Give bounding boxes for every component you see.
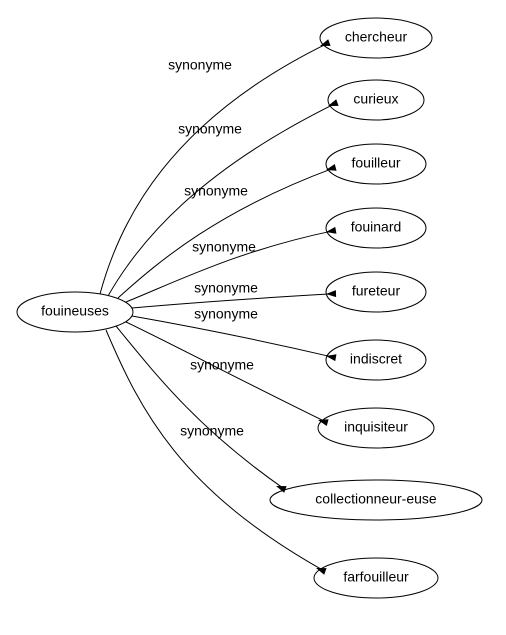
target-node-5: indiscret xyxy=(326,340,426,380)
target-node-4-label: fureteur xyxy=(352,283,401,299)
edge-5-label: synonyme xyxy=(194,306,258,322)
edge-7-label: synonyme xyxy=(180,423,244,439)
source-node: fouineuses xyxy=(17,292,133,332)
target-node-5-label: indiscret xyxy=(350,351,402,367)
edge-0-label: synonyme xyxy=(168,57,232,73)
target-node-4: fureteur xyxy=(326,272,426,312)
source-node-label: fouineuses xyxy=(41,303,109,319)
edge-4: synonyme xyxy=(132,280,336,308)
target-node-6: inquisiteur xyxy=(318,408,434,448)
target-node-2-label: fouilleur xyxy=(351,155,400,171)
edge-5: synonyme xyxy=(132,306,336,361)
target-node-1-label: curieux xyxy=(353,91,398,107)
edge-2: synonyme xyxy=(118,164,337,298)
target-node-1: curieux xyxy=(328,80,424,120)
target-node-3: fouinard xyxy=(326,208,426,248)
target-node-7-label: collectionneur-euse xyxy=(315,491,437,507)
edge-3-label: synonyme xyxy=(192,239,256,255)
edge-7: synonyme xyxy=(116,326,287,493)
edge-2-label: synonyme xyxy=(184,183,248,199)
edges-layer: synonyme synonyme synonyme synonyme synonyme… xyxy=(100,39,339,574)
target-node-3-label: fouinard xyxy=(351,219,402,235)
target-node-8: farfouilleur xyxy=(314,558,438,598)
synonym-graph: synonyme synonyme synonyme synonyme synonyme… xyxy=(0,0,506,635)
target-node-0: chercheur xyxy=(320,18,432,58)
target-node-6-label: inquisiteur xyxy=(344,419,408,435)
target-node-8-label: farfouilleur xyxy=(343,569,409,585)
target-node-2: fouilleur xyxy=(326,144,426,184)
target-node-7: collectionneur-euse xyxy=(270,480,482,520)
edge-6-label: synonyme xyxy=(190,357,254,373)
target-node-0-label: chercheur xyxy=(345,29,408,45)
edge-1-label: synonyme xyxy=(178,121,242,137)
edge-4-label: synonyme xyxy=(194,280,258,296)
